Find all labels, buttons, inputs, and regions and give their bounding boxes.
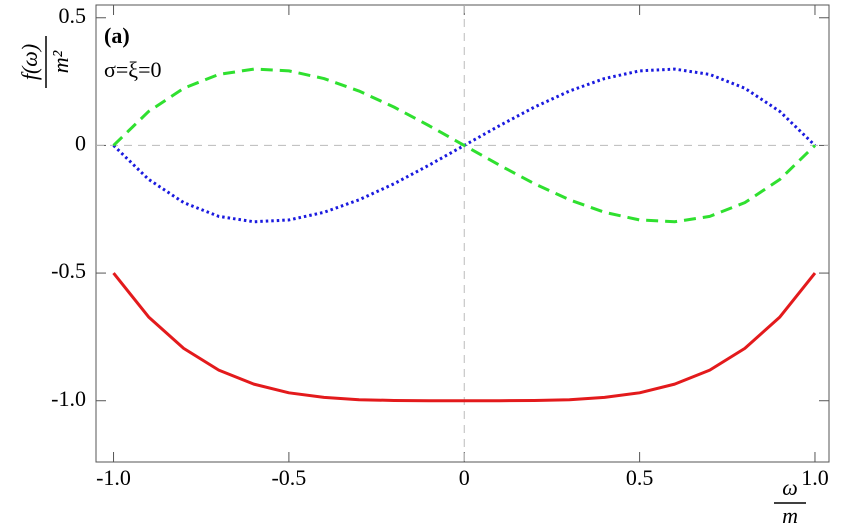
y-label-numerator: f(ω) — [17, 44, 42, 80]
y-tick-label: -0.5 — [51, 258, 86, 283]
annotation: σ=ξ=0 — [104, 57, 161, 82]
x-tick-label: 1.0 — [801, 465, 829, 490]
x-tick-label: -1.0 — [96, 465, 131, 490]
x-label-numerator: ω — [782, 475, 798, 500]
x-tick-label: 0.5 — [626, 465, 654, 490]
y-tick-label: -1.0 — [51, 386, 86, 411]
y-label-denominator: m² — [48, 50, 73, 73]
line-series — [112, 67, 817, 224]
x-label-denominator: m — [782, 503, 798, 528]
x-tick-label: -0.5 — [271, 465, 306, 490]
line-series — [112, 272, 817, 403]
y-tick-label: 0 — [75, 130, 86, 155]
annotation: (a) — [104, 23, 130, 48]
y-tick-label: 0.5 — [59, 3, 87, 28]
x-axis-label: ω m — [774, 475, 806, 528]
x-tick-label: 0 — [459, 465, 470, 490]
plot-frame — [95, 4, 830, 463]
y-axis-label: f(ω) m² — [17, 36, 73, 88]
